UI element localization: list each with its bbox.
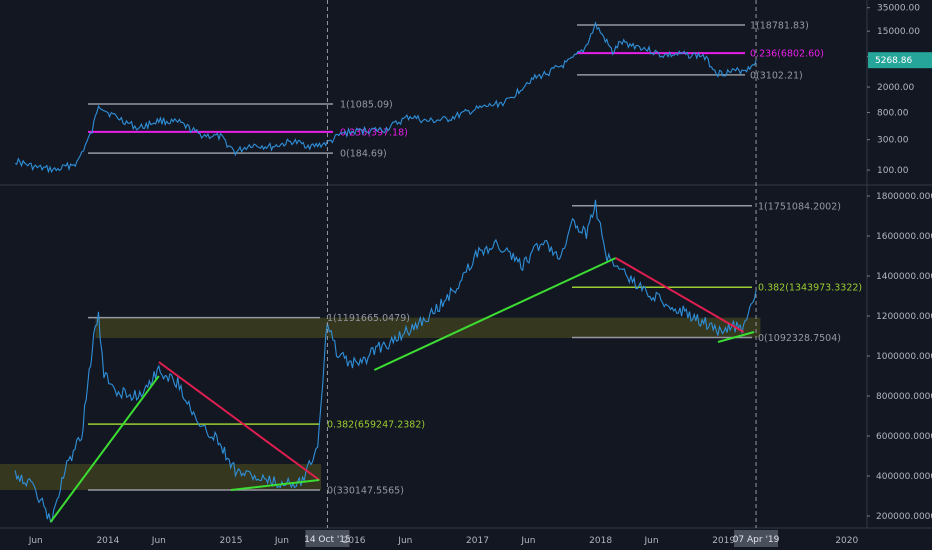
date-marker-label: 07 Apr '19 [733, 535, 780, 545]
date-marker-box [734, 530, 779, 547]
date-marker-label: 14 Oct '15 [304, 535, 351, 545]
fib-label: 0.236(6802.60) [750, 49, 824, 60]
x-tick-label: 2020 [835, 536, 858, 546]
x-tick-label: 2016 [343, 536, 366, 546]
last-price-tag [868, 52, 932, 69]
series [14, 20, 757, 523]
x-tick-label: Jun [520, 536, 535, 546]
fib-label: 0.236(397.18) [340, 127, 408, 138]
x-tick-label: Jun [274, 536, 289, 546]
y-tick-label: 1000000.0000 [876, 352, 932, 362]
y-tick-label: 200000.0000 [876, 512, 932, 522]
grid [0, 0, 932, 529]
fib-label: 1(1751084.2002) [758, 201, 841, 212]
fib-label: 1(1085.09) [340, 100, 393, 111]
trendlines [49, 257, 755, 523]
y-tick-label: 35000.00 [877, 4, 920, 14]
fib-label: 0(330147.5565) [327, 485, 404, 496]
y-tick-label: 600000.0000 [876, 432, 932, 442]
x-tick-label: Jun [28, 536, 43, 546]
y-tick-label: 1600000.0000 [876, 232, 932, 242]
trendline [49, 375, 160, 523]
x-tick-label: 2018 [589, 536, 612, 546]
fib-label: 0(3102.21) [750, 70, 803, 81]
y-tick-label: 1400000.0000 [876, 272, 932, 282]
y-tick-label: 400000.0000 [876, 472, 932, 482]
y-tick-label: 1800000.0000 [876, 192, 932, 202]
y-tick-label: 1200000.0000 [876, 312, 932, 322]
x-tick-label: Jun [151, 536, 166, 546]
x-tick-label: Jun [397, 536, 412, 546]
zones [0, 317, 761, 490]
x-tick-label: 2017 [466, 536, 489, 546]
y-tick-label: 800000.0000 [876, 392, 932, 402]
fib-label: 0.382(1343973.3322) [758, 283, 862, 294]
date-marker-box [305, 530, 350, 547]
x-tick-label: 2015 [220, 536, 243, 546]
fib-label: 0(184.69) [340, 149, 387, 160]
fib-label: 0(1092328.7504) [758, 333, 841, 344]
last-price-label: 5268.86 [875, 56, 912, 66]
y-tick-label: 15000.00 [877, 27, 920, 37]
x-tick-label: 2014 [96, 536, 119, 546]
support-zone [95, 317, 761, 338]
trendline [615, 257, 745, 333]
trendline [717, 331, 755, 343]
x-tick-label: 2019 [712, 536, 735, 546]
y-tick-label: 2000.00 [877, 83, 914, 93]
price-series-line [14, 20, 757, 174]
fib-levels: 1(1085.09) 0.236(397.18) 0(184.69) 1(18781.… [88, 20, 862, 496]
y-tick-label: 800.00 [877, 108, 909, 118]
trendline [230, 479, 320, 491]
trendline [373, 257, 617, 371]
y-tick-label: 300.00 [877, 136, 909, 146]
trendline [158, 361, 320, 481]
lower-series-line [14, 199, 757, 523]
date-markers: 14 Oct '15 07 Apr '19 [304, 0, 780, 547]
axes: 35000.0015000.006000.002000.00800.00300.… [28, 4, 932, 546]
x-tick-label: Jun [643, 536, 658, 546]
fib-label: 1(1191665.0479) [327, 313, 410, 324]
y-tick-label: 100.00 [877, 166, 909, 176]
fib-label: 1(18781.83) [750, 20, 809, 31]
fib-label: 0.382(659247.2382) [327, 420, 425, 431]
